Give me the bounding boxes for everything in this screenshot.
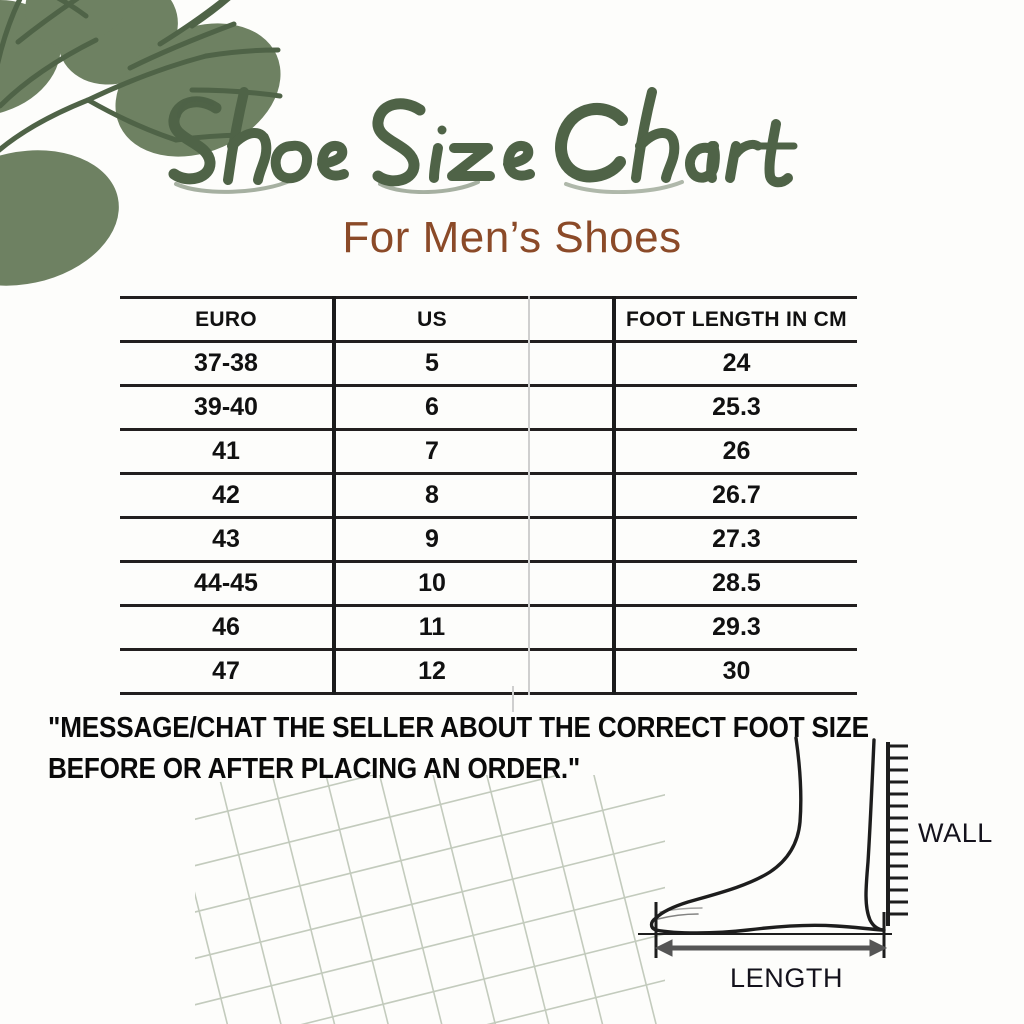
table-row: 39-40 6 25.3: [120, 384, 857, 433]
seller-note: "MESSAGE/CHAT THE SELLER ABOUT THE CORRE…: [48, 708, 869, 790]
table-row: 46 11 29.3: [120, 604, 857, 653]
cell-us-value: 6: [425, 393, 439, 421]
background-grid-pattern: [138, 693, 730, 1024]
cell-euro: 42: [120, 472, 336, 519]
cell-us-value: 11: [418, 613, 446, 641]
measure-extensions: [654, 902, 886, 958]
cell-us-value: 9: [425, 525, 439, 553]
cell-us-value: 10: [418, 569, 446, 597]
wall-label: WALL: [918, 818, 993, 848]
cell-us: 7: [334, 428, 616, 477]
table-row: 43 9 27.3: [120, 516, 857, 565]
column-header-us: US: [334, 296, 616, 345]
cell-euro: 41: [120, 428, 336, 475]
foot-outline: [649, 736, 886, 935]
cell-foot-length: 26: [614, 428, 857, 475]
table-body: 37-38 5 24 39-40 6 25.3 41 7 26 42 8: [120, 340, 857, 697]
cell-foot-length: 26.7: [614, 472, 857, 519]
table-row: 47 12 30: [120, 648, 857, 697]
cell-foot-length: 24: [614, 340, 857, 387]
column-header-foot-length: FOOT LENGTH IN CM: [614, 296, 857, 343]
cell-us: 12: [334, 648, 616, 697]
table-header-row: EURO US FOOT LENGTH IN CM: [120, 296, 857, 345]
cell-euro: 37-38: [120, 340, 336, 387]
column-header-euro: EURO: [120, 296, 336, 343]
cell-foot-length: 25.3: [614, 384, 857, 431]
table-row: 44-45 10 28.5: [120, 560, 857, 609]
size-table: EURO US FOOT LENGTH IN CM 37-38 5 24 39-…: [120, 296, 857, 697]
size-table-wrapper: EURO US FOOT LENGTH IN CM 37-38 5 24 39-…: [120, 296, 857, 697]
cell-us: 11: [334, 604, 616, 653]
table-row: 42 8 26.7: [120, 472, 857, 521]
cell-foot-length: 28.5: [614, 560, 857, 607]
cell-us-value: 8: [425, 481, 439, 509]
us-column-guide-line: [512, 686, 514, 712]
column-header-us-label: US: [417, 307, 447, 331]
cell-us: 6: [334, 384, 616, 433]
table-row: 41 7 26: [120, 428, 857, 477]
cell-us: 5: [334, 340, 616, 389]
page-subtitle: For Men’s Shoes: [342, 213, 682, 262]
cell-us: 8: [334, 472, 616, 521]
cell-euro: 44-45: [120, 560, 336, 607]
seller-note-line-1: "MESSAGE/CHAT THE SELLER ABOUT THE CORRE…: [48, 712, 869, 744]
length-label: LENGTH: [730, 963, 844, 993]
cell-euro: 46: [120, 604, 336, 651]
length-arrow: [654, 939, 888, 957]
cell-us-value: 5: [425, 349, 439, 377]
wall-icon: [886, 742, 908, 926]
cell-foot-length: 29.3: [614, 604, 857, 651]
cell-euro: 39-40: [120, 384, 336, 431]
seller-note-line-2: BEFORE OR AFTER PLACING AN ORDER.": [48, 753, 581, 786]
cell-us: 10: [334, 560, 616, 609]
cell-us: 9: [334, 516, 616, 565]
cell-euro: 47: [120, 648, 336, 695]
page-title: [0, 84, 1024, 194]
table-row: 37-38 5 24: [120, 340, 857, 389]
cell-us-value: 7: [425, 437, 439, 465]
cell-euro: 43: [120, 516, 336, 563]
cell-foot-length: 27.3: [614, 516, 857, 563]
cell-us-value: 12: [418, 657, 446, 685]
foot-measurement-diagram: WALL LENGTH: [630, 726, 1024, 1016]
cell-foot-length: 30: [614, 648, 857, 695]
